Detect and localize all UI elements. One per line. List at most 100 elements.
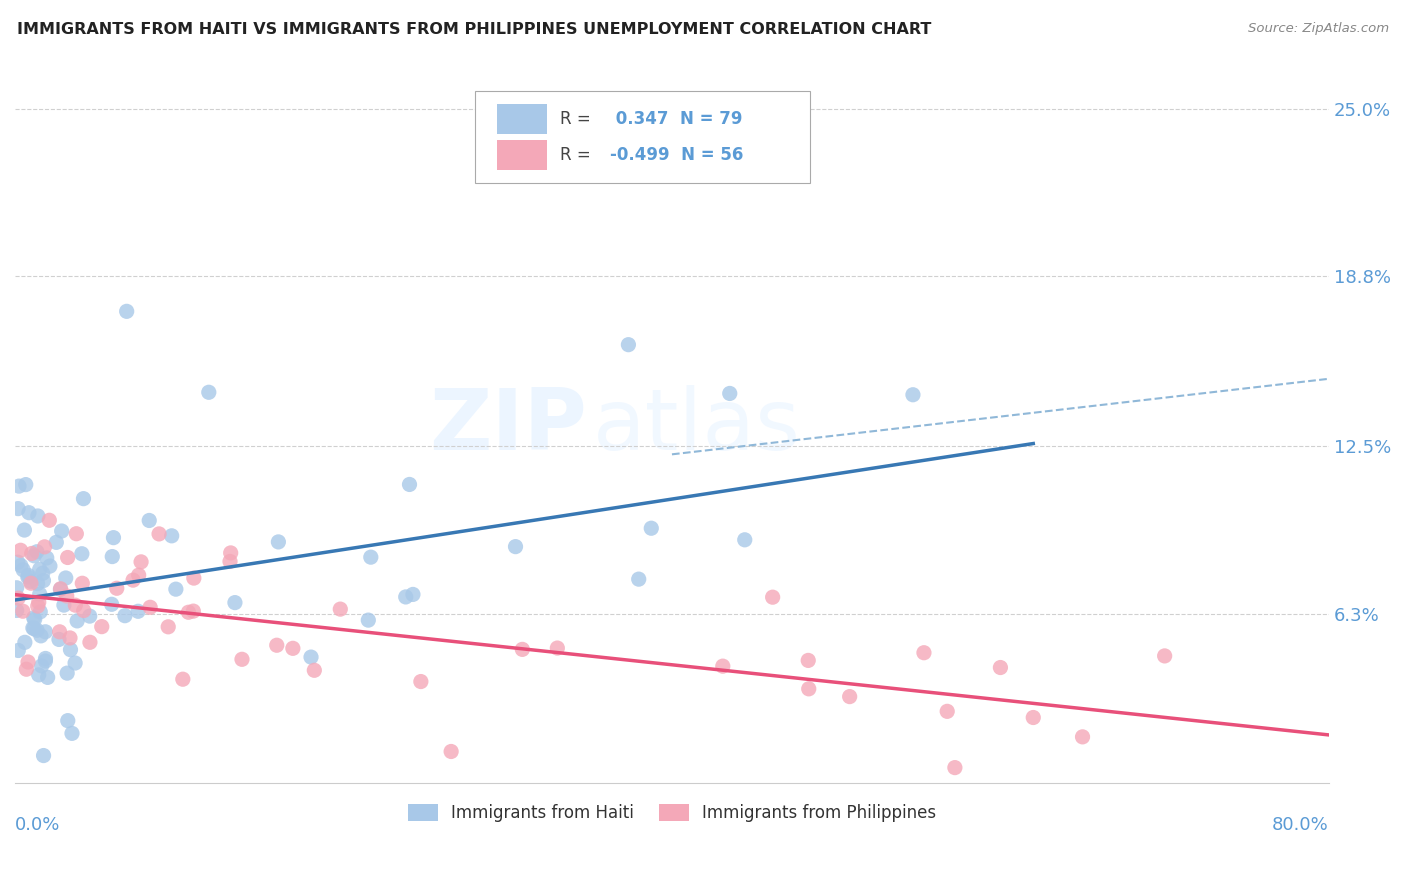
Point	[22, 611, 45, 625]
Point	[127, 604, 149, 618]
Point	[718, 386, 741, 401]
Bar	[498, 104, 547, 135]
Point	[90, 620, 112, 634]
Text: R =: R =	[560, 146, 591, 164]
Point	[329, 602, 352, 616]
Point	[160, 529, 183, 543]
Point	[129, 555, 152, 569]
Point	[38, 559, 60, 574]
Point	[7, 501, 30, 516]
Point	[7, 643, 30, 657]
Point	[34, 654, 56, 668]
Point	[72, 491, 94, 506]
Text: 80.0%: 80.0%	[1272, 815, 1329, 834]
Point	[231, 652, 253, 666]
Point	[32, 574, 55, 588]
Point	[627, 572, 650, 586]
Point	[1071, 730, 1094, 744]
Point	[177, 605, 200, 619]
Point	[101, 549, 124, 564]
Point	[35, 550, 58, 565]
Point	[79, 635, 101, 649]
Point	[304, 663, 326, 677]
Point	[28, 587, 51, 601]
Point	[762, 590, 785, 604]
Point	[398, 477, 420, 491]
Point	[37, 670, 59, 684]
Point	[59, 631, 82, 645]
Point	[267, 535, 290, 549]
Point	[912, 646, 935, 660]
Point	[157, 620, 180, 634]
Point	[65, 598, 87, 612]
Point	[21, 546, 44, 560]
Point	[17, 655, 39, 669]
Point	[34, 540, 56, 554]
Point	[711, 659, 734, 673]
Point	[7, 555, 30, 569]
Point	[165, 582, 187, 596]
Legend: Immigrants from Haiti, Immigrants from Philippines: Immigrants from Haiti, Immigrants from P…	[401, 797, 943, 829]
Point	[60, 726, 83, 740]
Point	[546, 641, 568, 656]
Point	[224, 596, 246, 610]
Point	[172, 672, 194, 686]
Point	[115, 304, 138, 318]
Text: -0.499  N = 56: -0.499 N = 56	[610, 146, 744, 164]
Point	[72, 576, 94, 591]
Point	[183, 571, 205, 585]
Point	[51, 524, 73, 538]
Point	[266, 638, 288, 652]
Text: 0.0%: 0.0%	[15, 815, 60, 834]
Point	[34, 624, 56, 639]
Bar	[498, 140, 547, 170]
Point	[901, 388, 924, 402]
Text: Source: ZipAtlas.com: Source: ZipAtlas.com	[1249, 22, 1389, 36]
Point	[100, 597, 122, 611]
Point	[13, 523, 35, 537]
Point	[122, 573, 145, 587]
Point	[838, 690, 860, 704]
Point	[21, 621, 44, 635]
Point	[105, 581, 128, 595]
Point	[943, 761, 966, 775]
Point	[10, 558, 32, 573]
Point	[936, 704, 959, 718]
Point	[48, 632, 70, 647]
Point	[49, 582, 72, 597]
Point	[148, 527, 170, 541]
Point	[219, 554, 242, 568]
Point	[79, 609, 101, 624]
Point	[24, 612, 46, 626]
Point	[27, 599, 49, 613]
Point	[734, 533, 756, 547]
FancyBboxPatch shape	[475, 91, 810, 183]
Point	[14, 477, 37, 491]
Point	[11, 604, 34, 618]
Point	[70, 547, 93, 561]
Point	[10, 543, 32, 558]
Point	[45, 535, 67, 549]
Point	[30, 629, 52, 643]
Point	[30, 605, 52, 619]
Point	[299, 650, 322, 665]
Point	[797, 653, 820, 667]
Point	[55, 589, 77, 603]
Point	[56, 550, 79, 565]
Point	[17, 568, 39, 582]
Point	[512, 642, 534, 657]
Text: 0.347  N = 79: 0.347 N = 79	[610, 111, 742, 128]
Point	[28, 562, 51, 576]
Point	[7, 479, 30, 493]
Point	[14, 635, 37, 649]
Point	[114, 608, 136, 623]
Point	[31, 566, 53, 581]
Point	[28, 668, 51, 682]
Point	[32, 748, 55, 763]
Point	[360, 550, 382, 565]
Point	[6, 581, 28, 595]
Point	[505, 540, 527, 554]
Point	[56, 666, 79, 681]
Point	[219, 546, 242, 560]
Point	[357, 613, 380, 627]
